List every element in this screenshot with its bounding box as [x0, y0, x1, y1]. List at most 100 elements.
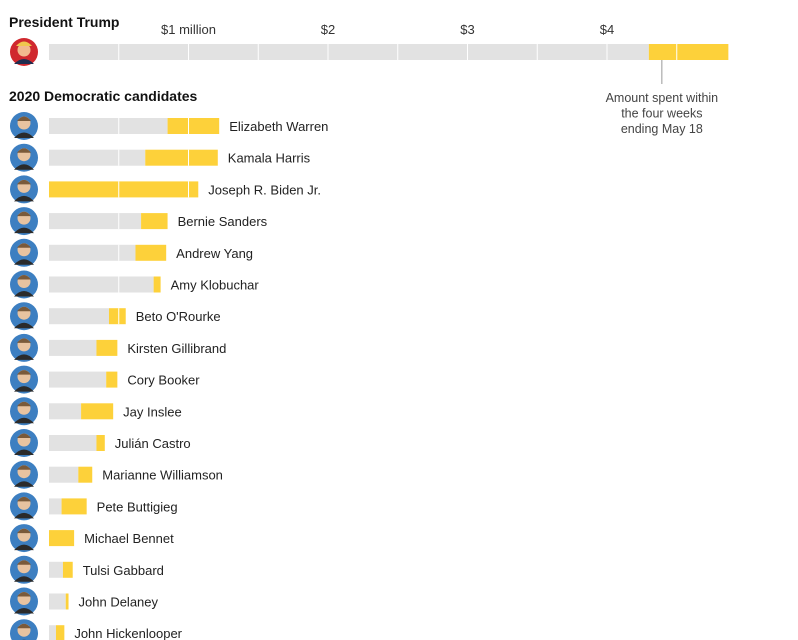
candidate-avatar [10, 524, 38, 553]
candidate-name-label: Marianne Williamson [102, 468, 223, 483]
candidate-row: Beto O'Rourke [10, 302, 221, 331]
candidate-row: John Delaney [10, 587, 159, 616]
democrats-section-title: 2020 Democratic candidates [9, 88, 198, 104]
candidate-recent-bar [145, 149, 218, 166]
candidate-recent-bar [108, 308, 126, 325]
candidate-earlier-bar [49, 593, 66, 610]
candidate-avatar [10, 238, 38, 267]
candidate-name-label: Julián Castro [115, 436, 191, 451]
annotation-line: the four weeks [621, 107, 702, 121]
tick-label: $1 million [161, 22, 216, 37]
candidate-recent-bar [96, 339, 118, 356]
candidate-avatar [10, 460, 38, 489]
candidate-rows: Elizabeth Warren Kamala Harris Joseph R. B… [10, 112, 328, 640]
candidate-name-label: Andrew Yang [176, 246, 253, 261]
candidate-avatar [10, 587, 38, 616]
trump-avatar [10, 38, 38, 66]
candidate-row: Elizabeth Warren [10, 112, 328, 140]
candidate-name-label: Jay Inslee [123, 404, 182, 419]
candidate-row: John Hickenlooper [10, 619, 183, 640]
annotation: Amount spent within the four weeksending … [606, 60, 719, 136]
candidate-recent-bar [62, 561, 73, 578]
candidate-avatar [10, 619, 38, 640]
candidate-avatar [10, 302, 38, 331]
candidate-row: Pete Buttigieg [10, 492, 178, 521]
candidate-earlier-bar [49, 213, 142, 230]
candidate-row: Michael Bennet [10, 524, 174, 553]
trump-section-title: President Trump [9, 14, 119, 30]
candidate-row: Joseph R. Biden Jr. [10, 175, 321, 204]
candidate-avatar [10, 555, 38, 584]
candidate-recent-bar [106, 371, 118, 388]
candidate-earlier-bar [49, 561, 63, 578]
candidate-earlier-bar [49, 339, 97, 356]
tick-label: $2 [321, 22, 335, 37]
candidate-earlier-bar [49, 371, 107, 388]
candidate-avatar [10, 207, 38, 236]
candidate-name-label: Kamala Harris [228, 151, 311, 166]
candidate-recent-bar [141, 213, 168, 230]
candidate-earlier-bar [49, 403, 82, 420]
candidate-name-label: Joseph R. Biden Jr. [208, 182, 321, 197]
candidate-name-label: Bernie Sanders [178, 214, 268, 229]
candidate-recent-bar [78, 466, 93, 483]
candidate-row: Cory Booker [10, 365, 200, 394]
candidate-recent-bar [96, 435, 105, 451]
trump-row [10, 38, 729, 66]
axis-ticks: $1 million $2 $3 $4 [161, 22, 614, 37]
candidate-recent-bar [61, 498, 87, 515]
candidate-name-label: Tulsi Gabbard [83, 563, 164, 578]
candidate-name-label: John Delaney [79, 595, 159, 610]
candidate-row: Julián Castro [10, 429, 191, 457]
candidate-recent-bar [135, 244, 167, 261]
trump-earlier-bar [49, 44, 649, 60]
candidate-row: Andrew Yang [10, 238, 253, 267]
candidate-row: Kamala Harris [10, 143, 311, 172]
candidate-earlier-bar [49, 276, 154, 293]
candidate-row: Tulsi Gabbard [10, 555, 164, 584]
candidate-earlier-bar [49, 498, 62, 515]
candidate-avatar [10, 112, 38, 140]
candidate-name-label: Amy Klobuchar [171, 278, 260, 293]
candidate-recent-bar [81, 403, 114, 420]
candidate-name-label: Beto O'Rourke [136, 309, 221, 324]
candidate-name-label: John Hickenlooper [74, 626, 182, 640]
candidate-earlier-bar [49, 244, 136, 261]
candidate-earlier-bar [49, 308, 109, 325]
candidate-recent-bar [65, 593, 69, 610]
candidate-avatar [10, 270, 38, 299]
candidate-earlier-bar [49, 466, 79, 483]
candidate-recent-bar [153, 276, 161, 293]
candidate-recent-bar [167, 118, 220, 134]
candidate-row: Jay Inslee [10, 397, 182, 426]
candidate-recent-bar [49, 181, 199, 198]
candidate-name-label: Kirsten Gillibrand [127, 341, 226, 356]
candidate-earlier-bar [49, 435, 97, 451]
candidate-row: Marianne Williamson [10, 460, 223, 489]
candidate-row: Bernie Sanders [10, 207, 268, 236]
candidate-avatar [10, 175, 38, 204]
candidate-name-label: Cory Booker [127, 373, 200, 388]
candidate-avatar [10, 365, 38, 394]
candidate-row: Amy Klobuchar [10, 270, 260, 299]
candidate-avatar [10, 333, 38, 362]
candidate-earlier-bar [49, 118, 168, 134]
tick-label: $3 [460, 22, 474, 37]
candidate-row: Kirsten Gillibrand [10, 333, 226, 362]
annotation-line: Amount spent within [606, 91, 719, 105]
candidate-recent-bar [49, 530, 75, 547]
candidate-name-label: Michael Bennet [84, 531, 174, 546]
candidate-avatar [10, 397, 38, 426]
annotation-line: ending May 18 [621, 122, 703, 136]
tick-label: $4 [600, 22, 614, 37]
candidate-avatar [10, 429, 38, 457]
candidate-recent-bar [55, 625, 65, 640]
candidate-name-label: Elizabeth Warren [229, 119, 328, 134]
candidate-avatar [10, 492, 38, 521]
candidate-avatar [10, 143, 38, 172]
trump-recent-bar [648, 44, 729, 60]
candidate-earlier-bar [49, 149, 146, 166]
candidate-name-label: Pete Buttigieg [97, 499, 178, 514]
candidate-earlier-bar [49, 625, 56, 640]
